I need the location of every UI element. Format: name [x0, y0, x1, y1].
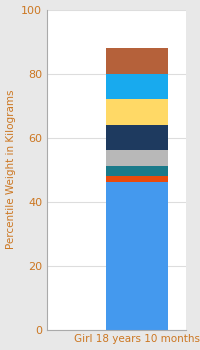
Bar	[106, 74, 168, 99]
Bar	[106, 176, 168, 182]
Bar	[106, 150, 168, 166]
Bar	[106, 48, 168, 74]
Bar	[106, 182, 168, 330]
Y-axis label: Percentile Weight in Kilograms: Percentile Weight in Kilograms	[6, 90, 16, 249]
Bar	[106, 99, 168, 125]
Bar	[106, 125, 168, 150]
Bar	[106, 166, 168, 176]
